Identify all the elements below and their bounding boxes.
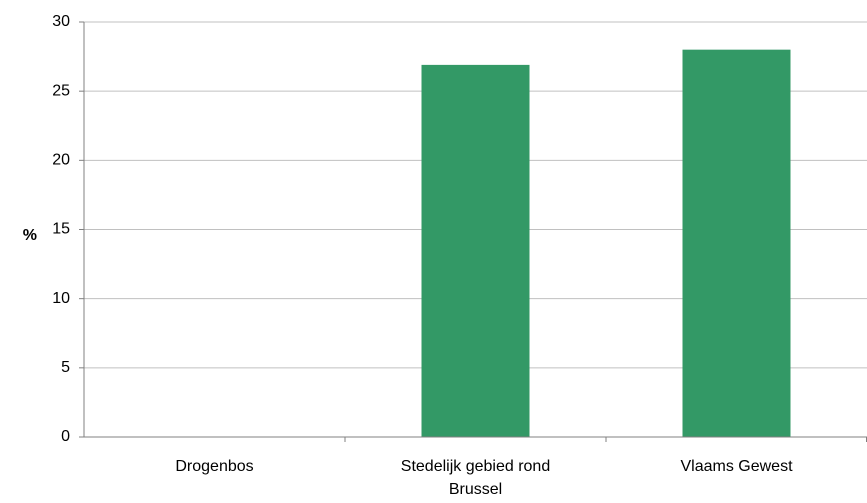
bar-2 xyxy=(682,49,791,438)
y-tick-label: 30 xyxy=(52,13,70,30)
y-tick-label: 10 xyxy=(52,290,70,307)
x-category-label: Vlaams Gewest xyxy=(680,458,793,475)
x-category-labels: Drogenbos Stedelijk gebied rond Brussel Vla… xyxy=(175,458,793,498)
bar-1 xyxy=(421,64,530,437)
x-category-label-line: Drogenbos xyxy=(175,458,253,475)
x-category-label: Stedelijk gebied rond Brussel xyxy=(401,458,550,498)
x-category-label-line: Brussel xyxy=(449,481,502,498)
bars xyxy=(421,49,791,438)
y-tick-label: 0 xyxy=(61,428,70,445)
y-axis-label: % xyxy=(23,227,37,244)
x-category-label-line: Stedelijk gebied rond xyxy=(401,458,550,475)
y-tick-label: 25 xyxy=(52,82,70,99)
y-tick-label: 20 xyxy=(52,152,70,169)
y-tick-label: 15 xyxy=(52,221,70,238)
x-category-label-line: Vlaams Gewest xyxy=(680,458,793,475)
y-tick-label: 5 xyxy=(61,359,70,376)
y-tick-labels: 0 5 10 15 20 25 30 xyxy=(52,13,70,445)
x-category-label: Drogenbos xyxy=(175,458,253,475)
